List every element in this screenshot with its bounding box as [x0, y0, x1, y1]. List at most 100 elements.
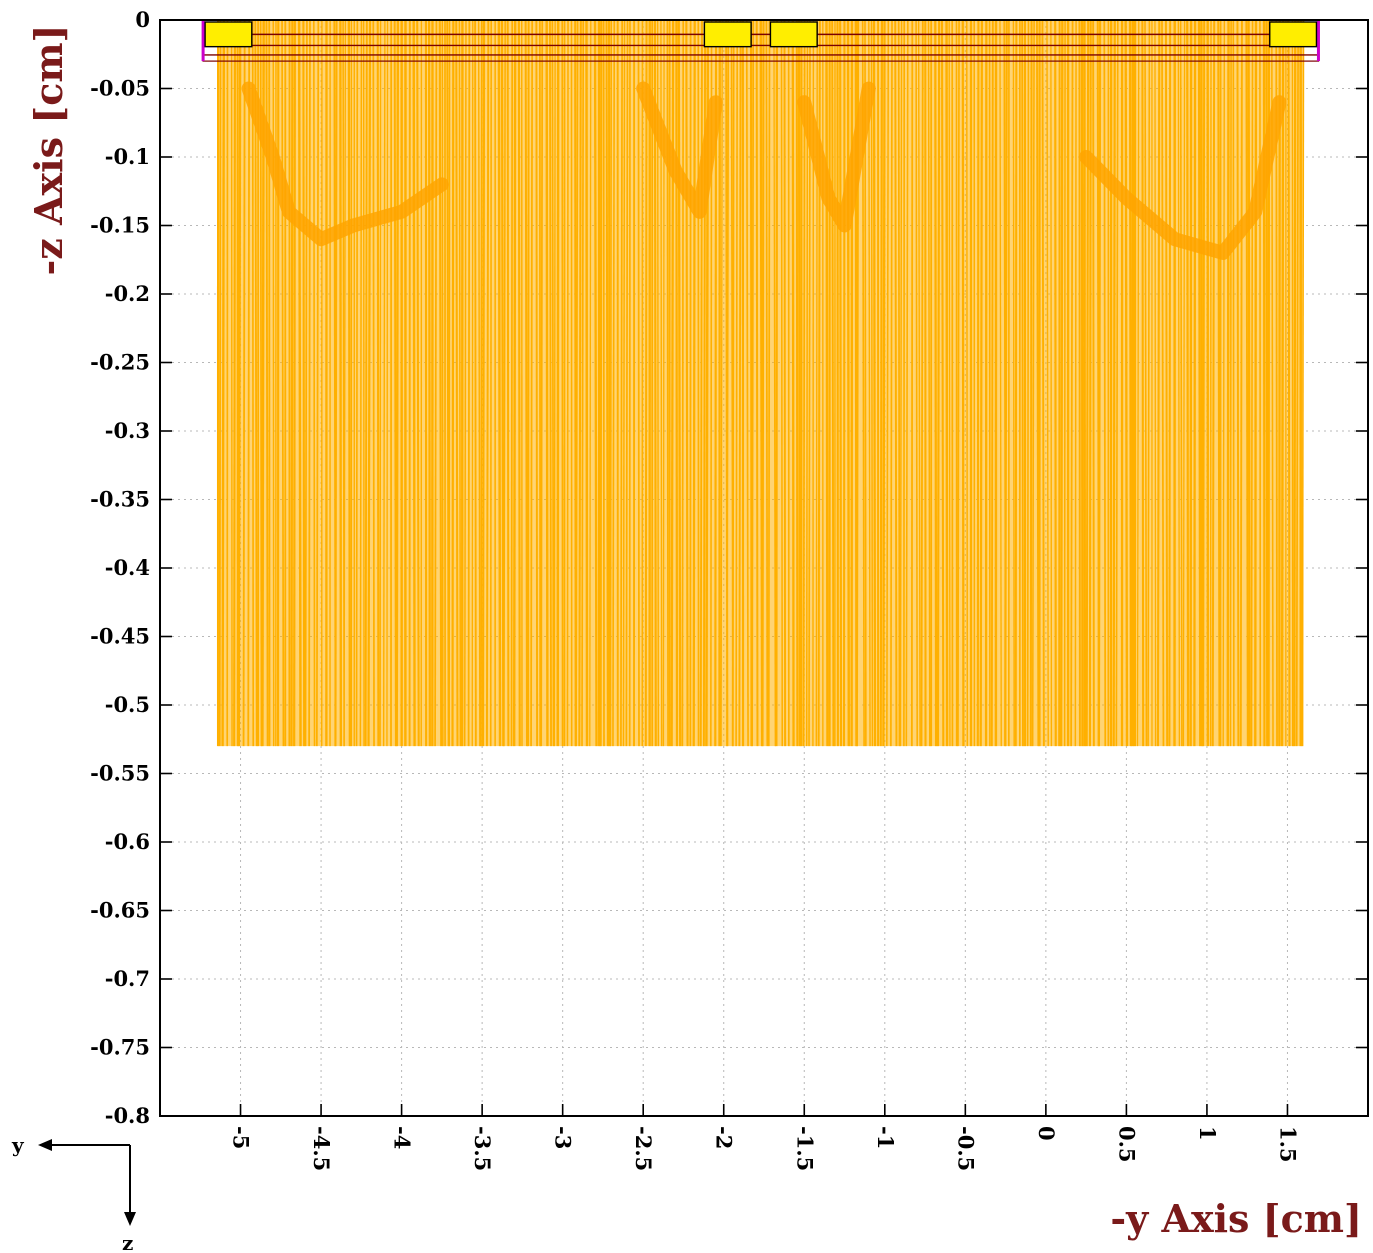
track-line — [242, 20, 246, 747]
track-line — [607, 20, 611, 747]
track-line — [512, 20, 517, 747]
track-line — [609, 20, 613, 747]
track-line — [1097, 20, 1102, 747]
track-line — [1147, 20, 1151, 747]
track-line — [1226, 20, 1230, 747]
track-line — [990, 20, 994, 747]
track-line — [644, 20, 648, 747]
x-tick-label: -3.5 — [470, 1126, 495, 1171]
track-line — [745, 20, 749, 747]
track-line — [251, 20, 255, 747]
track-line — [367, 20, 372, 747]
detector-pad — [703, 21, 752, 48]
track-line — [334, 20, 338, 747]
track-line — [1054, 20, 1057, 747]
track-line — [726, 20, 730, 747]
track-line — [524, 20, 529, 747]
track-line — [999, 20, 1002, 747]
track-line — [382, 20, 386, 747]
track-line — [839, 20, 843, 747]
track-line — [1092, 20, 1095, 747]
track-line — [1059, 20, 1064, 747]
x-ticks: -5 -4.5 -4 -3.5 -3 -2.5 -2 -1.5 -1 -0.5 0 0.5 1 1.5 — [229, 1104, 1300, 1171]
axes-orientation-glyph: y z — [11, 1133, 136, 1253]
track-line — [221, 20, 226, 747]
track-line — [773, 20, 776, 747]
y-tick-label: -0.25 — [90, 350, 150, 375]
track-line — [825, 20, 829, 747]
y-tick-label: -0.1 — [105, 144, 150, 169]
track-line — [313, 20, 316, 747]
x-tick-label: -2.5 — [631, 1126, 656, 1171]
track-line — [831, 20, 835, 747]
track-line — [308, 20, 311, 747]
y-tick-label: -0.35 — [90, 487, 150, 512]
track-line — [783, 20, 787, 747]
track-line — [395, 20, 400, 747]
track-line — [290, 20, 294, 747]
track-line — [1156, 20, 1161, 747]
track-line — [237, 20, 242, 747]
track-line — [720, 20, 723, 747]
track-line — [948, 20, 951, 747]
track-envelope — [241, 81, 449, 247]
track-line — [517, 20, 521, 747]
track-line — [775, 20, 779, 747]
z-arrowhead-icon — [124, 1212, 136, 1226]
track-line — [1232, 20, 1235, 747]
track-line — [281, 20, 285, 747]
track-line — [927, 20, 931, 747]
track-line — [566, 20, 569, 747]
x-tick-label: 0 — [1034, 1126, 1059, 1141]
track-line — [846, 20, 850, 747]
track-line — [302, 20, 306, 747]
track-line — [485, 20, 490, 747]
y-tick-label: -0.65 — [90, 898, 150, 923]
track-line — [872, 20, 877, 747]
track-line — [589, 20, 592, 747]
track-line — [1026, 20, 1030, 747]
track-line — [1164, 20, 1169, 747]
track-line — [540, 20, 544, 747]
track-line — [359, 20, 363, 747]
track-line — [1103, 20, 1107, 747]
track-line — [549, 20, 552, 747]
x-tick-label: 1.5 — [1275, 1126, 1300, 1163]
track-line — [868, 20, 871, 747]
x-tick-label: -0.5 — [953, 1126, 978, 1171]
track-line — [510, 20, 514, 747]
track-line — [1211, 20, 1216, 747]
track-line — [1050, 20, 1053, 747]
track-line — [599, 20, 603, 747]
x-axis-title: -y Axis [cm] — [1110, 1196, 1362, 1241]
y-tick-label: -0.5 — [105, 692, 150, 717]
track-line — [1124, 20, 1129, 747]
track-line — [416, 20, 420, 747]
track-line — [780, 20, 784, 747]
track-line — [1254, 20, 1258, 747]
y-tick-label: -0.05 — [90, 76, 150, 101]
track-line — [765, 20, 769, 747]
track-line — [585, 20, 589, 747]
track-line — [1136, 20, 1140, 747]
track-line — [386, 20, 389, 747]
track-line — [1202, 20, 1206, 747]
track-line — [934, 20, 938, 747]
track-line — [441, 20, 444, 747]
track-line — [1193, 20, 1197, 747]
track-line — [503, 20, 506, 747]
x-tick-label: 1 — [1195, 1126, 1220, 1141]
track-envelope — [1079, 95, 1287, 260]
track-line — [1186, 20, 1190, 747]
track-line — [1085, 20, 1090, 747]
track-line — [1074, 20, 1077, 747]
track-line — [666, 20, 669, 747]
track-line — [735, 20, 739, 747]
track-line — [1293, 20, 1297, 747]
track-line — [692, 20, 696, 747]
track-line — [761, 20, 765, 747]
track-line — [882, 20, 886, 747]
track-line — [506, 20, 510, 747]
track-line — [578, 20, 582, 747]
track-line — [755, 20, 759, 747]
